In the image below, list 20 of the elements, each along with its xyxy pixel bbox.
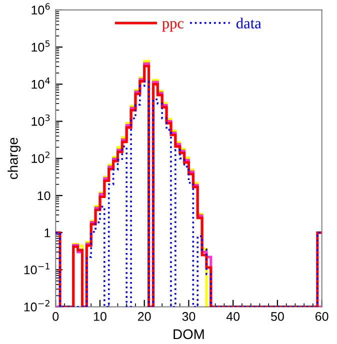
y-tick-label: 10$^{4}$ [32,77,50,89]
x-tick-label: 50 [271,312,284,321]
y-tick-label: 10 [38,191,50,200]
y-tick-label: 10$^{5}$ [32,40,50,52]
x-tick-label: 0 [52,312,59,321]
legend-label: ppc [162,21,184,32]
y-tick-label: 1 [44,228,50,238]
y-tick-label: 10$^{2}$ [32,152,50,163]
y-tick-label: 10$^{6}$ [32,3,50,15]
x-tick-label: 10 [94,312,106,321]
y-axis-title: charge [8,138,21,180]
y-tick-label: 10$^{−1}$ [24,263,50,274]
x-tick-label: 20 [138,312,151,321]
y-tick-label: 10$^{3}$ [32,114,50,126]
x-tick-label: 40 [226,312,240,321]
x-axis-title: DOM [174,329,204,340]
x-tick-label: 30 [182,312,196,321]
y-tick-label: 10$^{−2}$ [24,300,50,312]
x-tick-label: 60 [316,312,328,321]
legend-label: data [236,18,262,28]
